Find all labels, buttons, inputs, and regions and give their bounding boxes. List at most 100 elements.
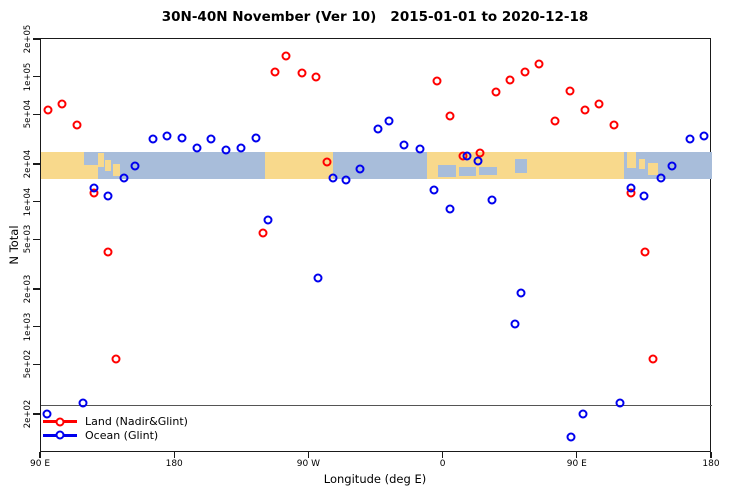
ocean-point: [667, 161, 677, 171]
land-point: [520, 67, 530, 77]
x-tick-mark: [173, 452, 175, 458]
ocean-point: [685, 134, 695, 144]
y-tick-label: 5e+04: [23, 99, 33, 129]
land-point: [565, 86, 575, 96]
ocean-point: [445, 204, 455, 214]
ocean-point: [355, 164, 365, 174]
map-band-segment-ocean: [437, 165, 456, 178]
land-point: [322, 157, 332, 167]
ocean-point: [578, 409, 588, 419]
y-tick-label: 5e+03: [23, 224, 33, 254]
y-tick-label: 2e+04: [23, 149, 33, 179]
x-axis-title: Longitude (deg E): [323, 472, 427, 486]
ocean-point: [313, 273, 323, 283]
ocean-point: [656, 173, 666, 183]
y-tick-mark: [33, 325, 40, 328]
ocean-point: [615, 398, 625, 408]
land-point: [491, 87, 501, 97]
map-band-segment-land: [105, 159, 112, 171]
land-point: [281, 51, 291, 61]
plot-area: Land (Nadir&Glint) Ocean (Glint): [40, 38, 712, 452]
x-tick-mark: [39, 452, 41, 458]
ocean-point: [429, 185, 439, 195]
ocean-point: [399, 140, 409, 150]
land-point: [72, 120, 82, 130]
land-point: [111, 354, 121, 364]
map-band-segment-land: [627, 151, 636, 168]
ocean-point: [78, 398, 88, 408]
ocean-point: [328, 173, 338, 183]
ocean-point: [462, 151, 472, 161]
x-tick-mark: [576, 452, 578, 458]
x-tick-label: 90 E: [566, 459, 587, 469]
ocean-point: [119, 173, 129, 183]
legend-row: Ocean (Glint): [43, 429, 188, 443]
y-tick-mark: [33, 75, 40, 78]
ocean-point: [236, 143, 246, 153]
y-tick-mark: [33, 163, 40, 165]
y-axis-title: N Total: [7, 225, 21, 265]
ocean-point: [251, 133, 261, 143]
ocean-point: [487, 195, 497, 205]
map-band-segment-land: [112, 163, 121, 177]
land-point: [640, 247, 650, 257]
ocean-point: [415, 144, 425, 154]
map-band-segment-land: [264, 151, 333, 179]
ocean-point: [566, 432, 576, 442]
x-tick-mark: [307, 452, 310, 458]
land-point: [594, 99, 604, 109]
y-tick-mark: [33, 238, 40, 240]
chart-title: 30N-40N November (Ver 10) 2015-01-01 to …: [161, 9, 589, 25]
ocean-point: [516, 288, 526, 298]
ocean-point: [103, 191, 113, 201]
map-band-segment-land: [647, 162, 659, 175]
map-band-segment-land: [613, 151, 625, 179]
y-tick-mark: [33, 113, 40, 115]
ocean-point: [221, 145, 231, 155]
ocean-point: [639, 191, 649, 201]
ocean-point: [148, 134, 158, 144]
land-point: [432, 76, 442, 86]
y-tick-mark: [33, 363, 40, 365]
legend-label: Ocean (Glint): [85, 428, 159, 442]
y-tick-mark: [33, 200, 40, 203]
x-tick-label: 90 W: [296, 459, 320, 469]
map-band-segment-ocean: [458, 166, 477, 177]
x-tick-label: 180: [165, 459, 183, 469]
ocean-point: [699, 131, 709, 141]
ocean-point: [263, 215, 273, 225]
legend-marker: [43, 430, 77, 441]
land-point: [43, 105, 53, 115]
land-point: [258, 228, 268, 238]
map-band-segment-land: [638, 158, 645, 170]
ocean-point: [473, 156, 483, 166]
ocean-point: [206, 134, 216, 144]
y-tick-label: 1e+03: [23, 312, 33, 341]
land-point: [609, 120, 619, 130]
y-tick-label: 1e+04: [23, 187, 33, 216]
legend-land-ring-icon: [55, 417, 65, 427]
land-point: [270, 67, 280, 77]
land-point: [534, 59, 544, 69]
y-tick-label: 2e+02: [23, 399, 33, 429]
ocean-point: [130, 161, 140, 171]
y-tick-mark: [33, 413, 40, 415]
x-tick-mark: [441, 452, 444, 458]
ocean-point: [162, 131, 172, 141]
ocean-point: [192, 143, 202, 152]
ocean-point: [384, 116, 394, 126]
ocean-point: [341, 175, 351, 185]
land-point: [505, 75, 515, 85]
y-tick-label: 5e+02: [23, 349, 33, 379]
land-point: [580, 105, 589, 115]
legend-ocean-ring-icon: [55, 430, 65, 440]
legend: Land (Nadir&Glint) Ocean (Glint): [43, 415, 188, 442]
x-tick-label: 90 E: [30, 459, 50, 469]
legend-label: Land (Nadir&Glint): [85, 415, 188, 429]
map-band-segment-land: [97, 153, 104, 167]
land-point: [445, 111, 455, 121]
land-point: [550, 116, 560, 126]
legend-row: Land (Nadir&Glint): [43, 415, 188, 429]
ocean-point: [626, 183, 636, 193]
